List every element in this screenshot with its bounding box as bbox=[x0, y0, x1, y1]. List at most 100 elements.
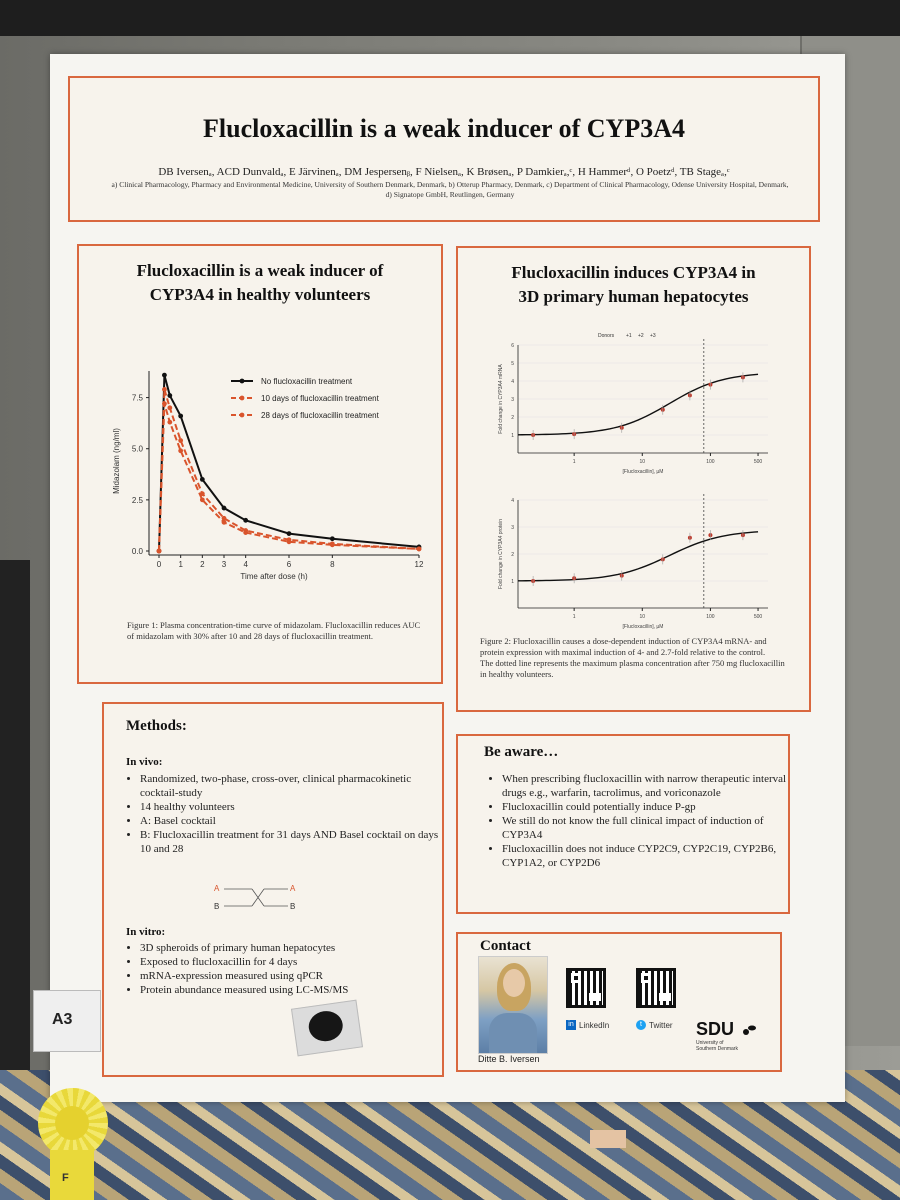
y-tick-label: 7.5 bbox=[132, 394, 144, 403]
list-item: Exposed to flucloxacillin for 4 days bbox=[140, 955, 440, 969]
poster: Flucloxacillin is a weak inducer of CYP3… bbox=[50, 54, 845, 1102]
award-ribbon-text: F bbox=[62, 1172, 69, 1184]
list-item: Randomized, two-phase, cross-over, clini… bbox=[140, 772, 440, 800]
x-tick-label: 2 bbox=[200, 560, 205, 569]
data-point bbox=[162, 401, 167, 407]
box-be-aware: Be aware… When prescribing flucloxacilli… bbox=[456, 734, 790, 914]
legend-label: No flucloxacillin treatment bbox=[261, 377, 353, 386]
spheroid-image bbox=[290, 999, 364, 1057]
title-box: Flucloxacillin is a weak inducer of CYP3… bbox=[68, 76, 820, 222]
linkedin-icon: in bbox=[566, 1020, 576, 1030]
y-tick-label: 5.0 bbox=[132, 445, 144, 454]
twitter-link[interactable]: t Twitter bbox=[636, 1020, 673, 1030]
linkedin-qr-code[interactable] bbox=[566, 968, 606, 1008]
x-axis-label: [Flucloxacillin], µM bbox=[623, 624, 664, 630]
y-tick-label: 1 bbox=[511, 579, 514, 585]
x-tick-label: 12 bbox=[415, 560, 424, 569]
sdu-leaf-icon bbox=[743, 1025, 756, 1035]
board-label: A3 bbox=[33, 990, 101, 1052]
award-rosette-center bbox=[55, 1106, 89, 1140]
data-point bbox=[167, 405, 173, 411]
box1-heading-line1: Flucloxacillin is a weak inducer of bbox=[136, 261, 384, 280]
y-tick-label: 0.0 bbox=[132, 547, 144, 556]
x-tick-label: 10 bbox=[639, 459, 645, 465]
y-tick-label: 6 bbox=[511, 343, 514, 349]
series-line-2 bbox=[158, 403, 420, 552]
protein-chart: 1 2 3 4 1 10 100 500 [Flucloxacillin], µM Fold ch… bbox=[498, 494, 768, 630]
linkedin-link[interactable]: in LinkedIn bbox=[566, 1020, 609, 1030]
y-axis-label: Fold change in CYP3A4 protein bbox=[498, 519, 504, 589]
data-point bbox=[199, 477, 205, 482]
x-tick-label: 10 bbox=[639, 614, 645, 620]
crossover-a-left: A bbox=[214, 884, 220, 893]
twitter-label: Twitter bbox=[649, 1020, 673, 1030]
box2-heading-line2: 3D primary human hepatocytes bbox=[518, 287, 749, 306]
twitter-qr-code[interactable] bbox=[636, 968, 676, 1008]
x-tick-label: 6 bbox=[287, 560, 292, 569]
data-point bbox=[162, 387, 167, 392]
box-contact: Contact Ditte B. Iversen in LinkedIn t T… bbox=[456, 932, 782, 1072]
x-tick-label: 3 bbox=[222, 560, 227, 569]
data-point bbox=[329, 536, 335, 542]
y-tick-label: 4 bbox=[511, 379, 514, 385]
award-ribbon: F bbox=[50, 1150, 94, 1200]
poster-title: Flucloxacillin is a weak inducer of CYP3… bbox=[203, 114, 685, 143]
x-tick-label: 1 bbox=[178, 560, 183, 569]
data-point bbox=[329, 542, 335, 548]
y-tick-label: 5 bbox=[511, 361, 514, 367]
methods-title: Methods: bbox=[126, 718, 187, 734]
sdu-logo-sub2: Southern Denmark bbox=[696, 1046, 738, 1052]
x-tick-label: 1 bbox=[573, 459, 576, 465]
figure2-caption-line2: The dotted line represents the maximum p… bbox=[480, 658, 785, 679]
figure1-caption: Figure 1: Plasma concentration-time curv… bbox=[127, 620, 421, 641]
legend-marker bbox=[239, 395, 245, 401]
box-in-vitro-results: Flucloxacillin induces CYP3A4 in 3D prim… bbox=[456, 246, 811, 712]
x-tick-label: 1 bbox=[573, 614, 576, 620]
legend-label: +3 bbox=[650, 333, 656, 339]
list-item: 14 healthy volunteers bbox=[140, 800, 440, 814]
list-item: mRNA-expression measured using qPCR bbox=[140, 969, 440, 983]
legend-label: +2 bbox=[638, 333, 644, 339]
sdu-logo-sub1: University of bbox=[696, 1040, 724, 1046]
aware-title: Be aware… bbox=[484, 744, 559, 760]
data-point bbox=[286, 531, 292, 537]
y-axis-label: Fold change in CYP3A4 mRNA bbox=[498, 364, 504, 434]
data-point bbox=[167, 393, 173, 398]
list-item: Flucloxacillin could potentially induce … bbox=[502, 800, 792, 814]
linkedin-label: LinkedIn bbox=[579, 1020, 610, 1030]
legend-label: 28 days of flucloxacillin treatment bbox=[261, 411, 380, 420]
y-tick-label: 2 bbox=[511, 552, 514, 558]
poster-authors: DB Iversenₐ, ACD Dunvaldₐ, E Järvinenₐ, … bbox=[158, 166, 730, 178]
invivo-list: Randomized, two-phase, cross-over, clini… bbox=[126, 772, 440, 856]
box1-heading-line2: CYP3A4 in healthy volunteers bbox=[149, 285, 371, 304]
y-tick-label: 1 bbox=[511, 433, 514, 439]
author-name: Ditte B. Iversen bbox=[478, 1054, 540, 1064]
poster-affiliations: a) Clinical Pharmacology, Pharmacy and E… bbox=[111, 180, 789, 199]
data-point bbox=[199, 497, 205, 503]
author-photo bbox=[478, 956, 548, 1054]
crossover-a-right: A bbox=[290, 884, 296, 893]
x-axis-label: Time after dose (h) bbox=[240, 572, 308, 581]
crossover-b-left: B bbox=[214, 902, 219, 911]
data-point bbox=[156, 548, 162, 554]
sdu-logo-text: SDU bbox=[696, 1019, 735, 1039]
series-line-0 bbox=[158, 374, 420, 552]
data-point bbox=[178, 448, 184, 454]
y-tick-label: 3 bbox=[511, 397, 514, 403]
x-axis-label: [Flucloxacillin], µM bbox=[623, 469, 664, 475]
y-tick-label: 2 bbox=[511, 415, 514, 421]
box2-heading-line1: Flucloxacillin induces CYP3A4 in bbox=[511, 263, 756, 282]
crossover-b-right: B bbox=[290, 902, 295, 911]
data-point bbox=[286, 539, 292, 545]
list-item: 3D spheroids of primary human hepatocyte… bbox=[140, 941, 440, 955]
board-label-text: A3 bbox=[52, 1011, 73, 1028]
data-point bbox=[416, 546, 422, 552]
y-axis-label: Midazolam (ng/ml) bbox=[112, 428, 121, 494]
carpet-tape bbox=[590, 1130, 626, 1148]
series-line-1 bbox=[158, 389, 420, 552]
list-item: Flucloxacillin does not induce CYP2C9, C… bbox=[502, 842, 792, 870]
x-tick-label: 100 bbox=[706, 614, 715, 620]
data-point bbox=[221, 515, 227, 521]
y-tick-label: 4 bbox=[511, 498, 514, 504]
